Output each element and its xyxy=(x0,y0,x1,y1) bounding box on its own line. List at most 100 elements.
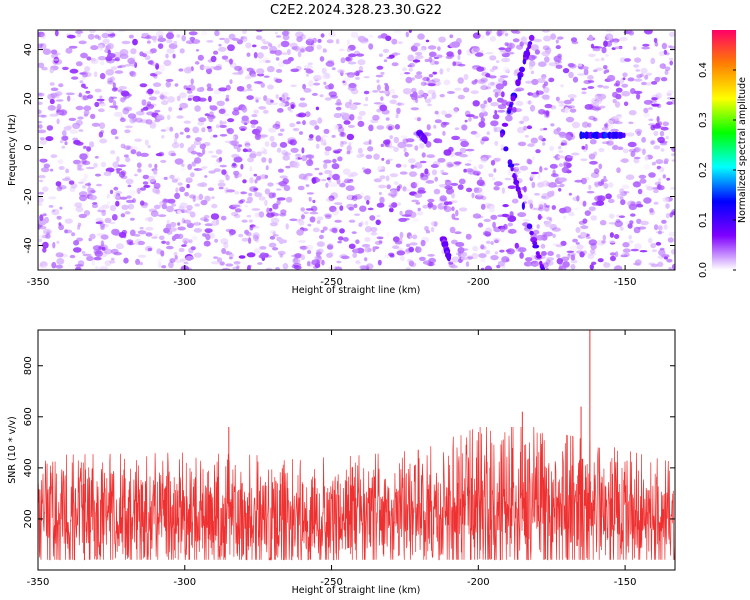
spectrogram-ridge-cell xyxy=(423,136,428,144)
spectrogram-cell xyxy=(504,177,512,181)
spectrogram-cell xyxy=(633,90,643,95)
spectrogram-cell xyxy=(529,104,536,112)
spectrogram-cell xyxy=(111,257,115,261)
spectrogram-cell xyxy=(455,242,465,247)
spectrogram-cell xyxy=(405,138,415,143)
spectrogram-cell xyxy=(125,199,135,203)
spectrogram-cell xyxy=(493,125,497,133)
spectrogram-cell xyxy=(306,159,314,167)
spectrogram-cell xyxy=(335,102,343,106)
spectrogram-cell xyxy=(140,152,149,157)
spectrogram-cell xyxy=(614,46,623,50)
spectrogram-cell xyxy=(81,158,87,165)
spectrogram-cell xyxy=(38,114,46,118)
spectrogram-cell xyxy=(346,47,351,53)
spectrogram-cell xyxy=(39,139,48,145)
spectrogram-cell xyxy=(265,60,271,63)
spectrogram-cell xyxy=(242,66,248,70)
spectrogram-cell xyxy=(427,254,435,257)
spectrogram-cell xyxy=(83,110,90,116)
spectrogram-cell xyxy=(379,104,388,112)
spectrogram-cell xyxy=(541,74,547,80)
spectrogram-cell xyxy=(186,134,191,139)
spectrogram-cell xyxy=(178,68,184,72)
spectrogram-cell xyxy=(252,225,260,229)
spectrogram-cell xyxy=(667,237,674,243)
spectrogram-cell xyxy=(548,77,555,83)
spectrogram-cell xyxy=(117,164,127,168)
spectrogram-cell xyxy=(512,106,517,113)
spectrogram-cell xyxy=(529,92,533,96)
spectrogram-cell xyxy=(546,257,555,261)
spectrogram-cell xyxy=(221,169,227,175)
spectrogram-cell xyxy=(404,217,410,221)
spectrogram-cell xyxy=(432,204,437,210)
spectrogram-cell xyxy=(125,178,134,185)
spectrogram-cell xyxy=(45,233,51,239)
spectrogram-cell xyxy=(137,230,147,235)
spectrogram-y-label: Frequency (Hz) xyxy=(7,114,18,186)
spectrogram-cell xyxy=(119,117,126,123)
spectrogram-cell xyxy=(232,162,237,167)
spectrogram-cell xyxy=(660,167,665,172)
spectrogram-cell xyxy=(180,166,186,172)
spectrogram-cell xyxy=(557,36,564,40)
spectrogram-cell xyxy=(326,39,334,44)
spectrogram-cell xyxy=(183,67,192,74)
spectrogram-cell xyxy=(315,106,320,111)
spectrogram-cell xyxy=(418,89,424,96)
spectrogram-cell xyxy=(173,233,180,239)
spectrogram-cell xyxy=(565,169,572,174)
spectrogram-cell xyxy=(577,73,586,76)
spectrogram-cell xyxy=(335,38,340,45)
spectrogram-cell xyxy=(355,70,364,73)
spectrogram-cell xyxy=(49,168,54,172)
spectrogram-cell xyxy=(112,161,119,168)
spectrogram-cell xyxy=(480,117,485,123)
spectrogram-cell xyxy=(603,65,608,70)
spectrogram-cell xyxy=(485,154,492,159)
spectrogram-cell xyxy=(181,35,186,42)
spectrogram-cell xyxy=(202,233,207,237)
spectrogram-cell xyxy=(185,220,191,225)
spectrogram-cell xyxy=(321,259,325,266)
spectrogram-cell xyxy=(588,184,592,190)
spectrogram-cell xyxy=(505,258,510,262)
spectrogram-cell xyxy=(670,248,675,255)
spectrogram-cell xyxy=(657,137,661,141)
spectrogram-cell xyxy=(368,43,374,50)
spectrogram-cell xyxy=(130,48,137,55)
spectrogram-cell xyxy=(581,87,587,91)
spectrogram-cell xyxy=(105,30,113,35)
spectrogram-cell xyxy=(161,100,169,106)
spectrogram-cell xyxy=(597,258,604,263)
spectrogram-cell xyxy=(451,192,455,199)
spectrogram-cell xyxy=(663,49,668,55)
spectrogram-cell xyxy=(608,198,615,204)
spectrogram-cell xyxy=(66,125,73,129)
spectrogram-cell xyxy=(292,257,301,264)
spectrogram-cell xyxy=(308,134,314,139)
spectrogram-cell xyxy=(499,75,509,79)
spectrogram-cell xyxy=(38,191,44,195)
spectrogram-cell xyxy=(165,126,172,131)
spectrogram-cell xyxy=(397,202,401,206)
spectrogram-cell xyxy=(255,99,259,103)
spectrogram-cell xyxy=(504,42,509,46)
spectrogram-cell xyxy=(664,158,669,163)
colorbar-bar xyxy=(712,30,736,270)
spectrogram-cell xyxy=(309,216,316,223)
spectrogram-cell xyxy=(643,197,652,204)
spectrogram-cell xyxy=(653,145,661,150)
spectrogram-cell xyxy=(240,35,248,40)
spectrogram-cell xyxy=(68,117,77,121)
spectrogram-cell xyxy=(644,30,653,35)
spectrogram-cell xyxy=(166,219,170,225)
spectrogram-cell xyxy=(544,167,548,171)
spectrogram-cell xyxy=(264,188,271,195)
spectrogram-cell xyxy=(595,98,602,105)
spectrogram-cell xyxy=(275,57,280,61)
spectrogram-cell xyxy=(174,137,178,145)
spectrogram-cell xyxy=(625,132,635,137)
spectrogram-cell xyxy=(320,33,325,38)
